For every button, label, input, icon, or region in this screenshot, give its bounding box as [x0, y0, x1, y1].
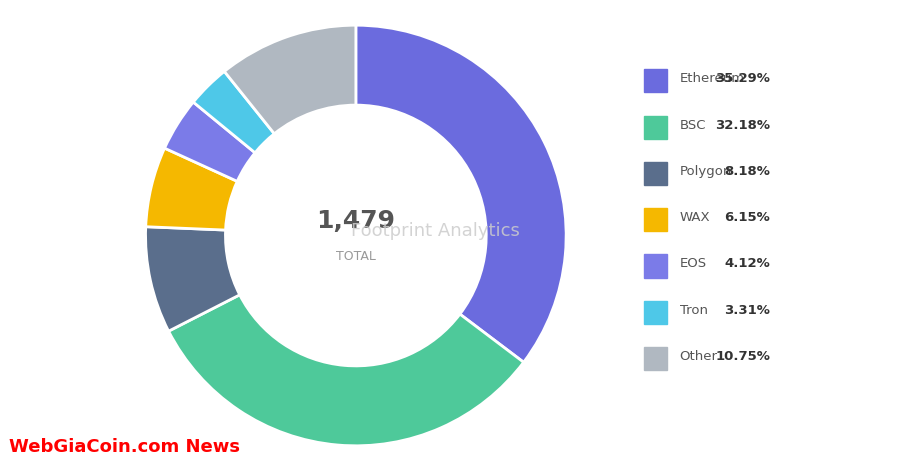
Wedge shape: [194, 72, 275, 153]
Text: 10.75%: 10.75%: [715, 350, 770, 363]
Bar: [644, 254, 668, 277]
Wedge shape: [164, 102, 255, 181]
Text: 3.31%: 3.31%: [725, 304, 770, 317]
Text: EOS: EOS: [680, 257, 707, 270]
Text: 8.18%: 8.18%: [725, 165, 770, 178]
Text: WebGiaCoin.com News: WebGiaCoin.com News: [9, 438, 241, 456]
Bar: [644, 69, 668, 92]
Text: 6.15%: 6.15%: [725, 211, 770, 224]
Text: WAX: WAX: [680, 211, 710, 224]
Wedge shape: [146, 148, 237, 230]
Text: 4.12%: 4.12%: [725, 257, 770, 270]
Wedge shape: [169, 295, 524, 446]
Text: Other: Other: [680, 350, 717, 363]
Bar: [644, 300, 668, 324]
Text: Ethereum: Ethereum: [680, 73, 745, 85]
Text: 1,479: 1,479: [316, 209, 396, 233]
Text: Polygon: Polygon: [680, 165, 732, 178]
Text: Footprint Analytics: Footprint Analytics: [351, 222, 520, 240]
Text: 35.29%: 35.29%: [715, 73, 770, 85]
Wedge shape: [146, 227, 240, 331]
Bar: [644, 347, 668, 370]
Bar: [644, 162, 668, 185]
Text: 32.18%: 32.18%: [715, 119, 770, 131]
Wedge shape: [224, 25, 356, 134]
Text: Tron: Tron: [680, 304, 708, 317]
Bar: [644, 208, 668, 231]
Text: TOTAL: TOTAL: [336, 250, 376, 263]
Wedge shape: [356, 25, 566, 362]
Bar: [644, 115, 668, 139]
Text: BSC: BSC: [680, 119, 706, 131]
